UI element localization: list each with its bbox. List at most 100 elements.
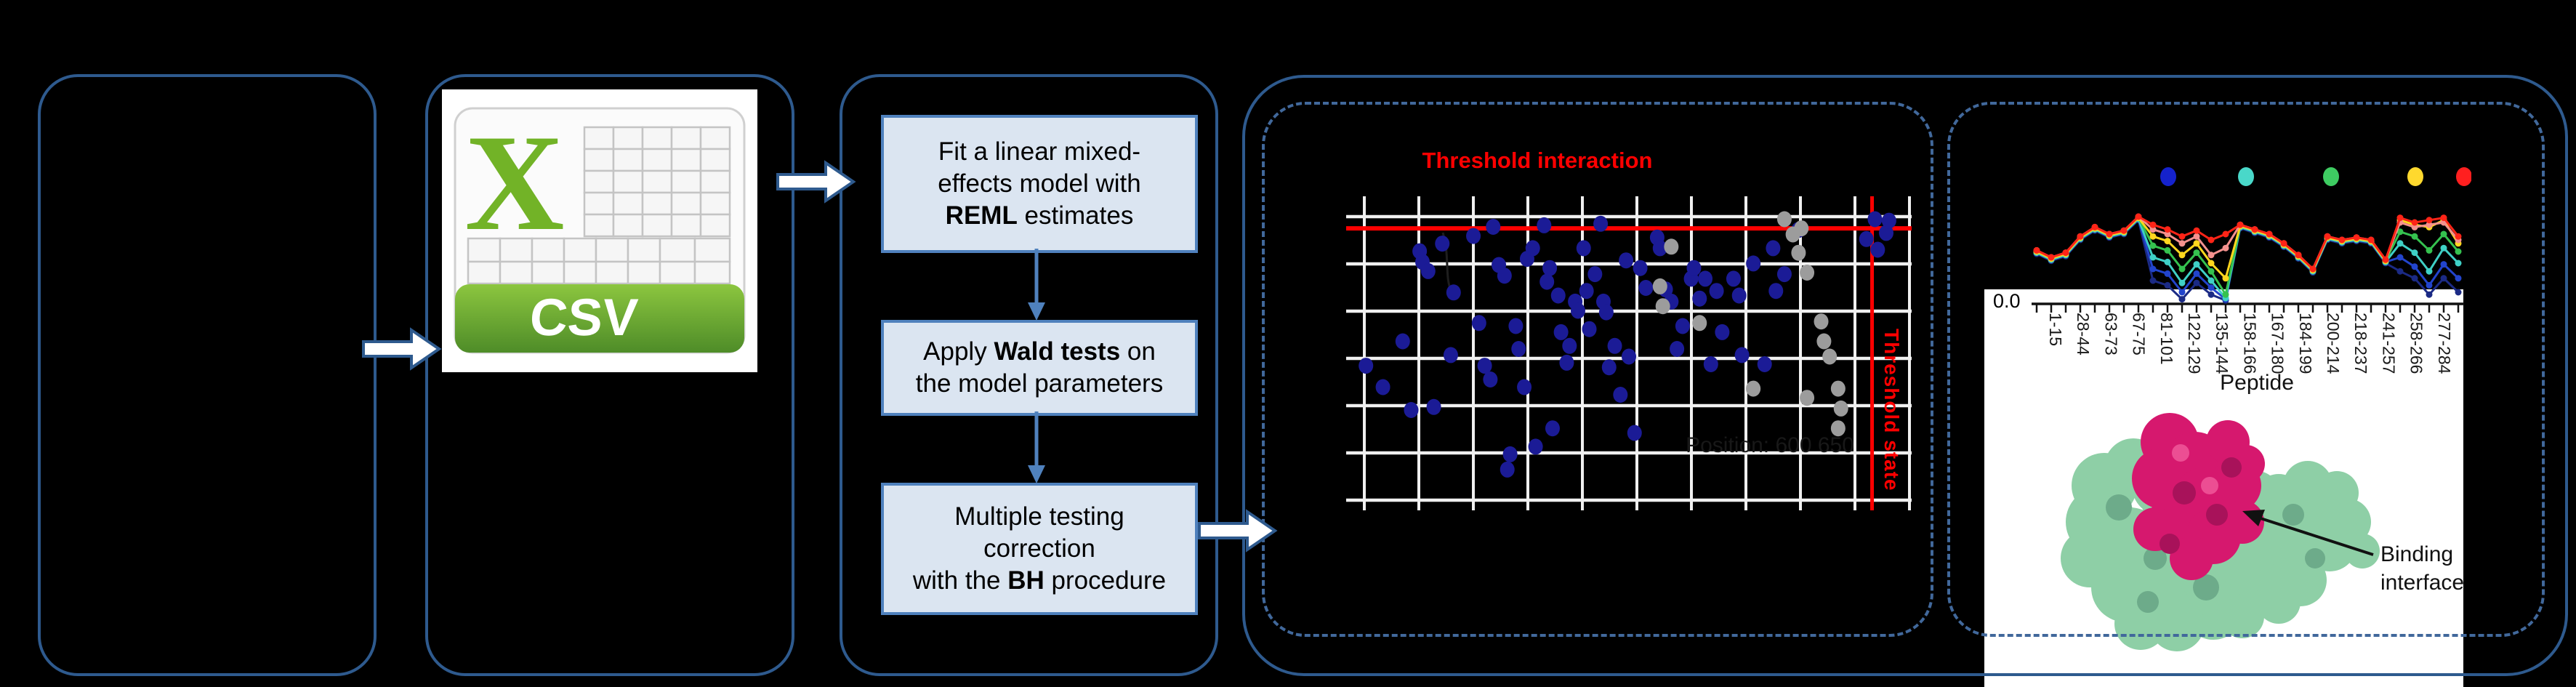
scatter-point-significant-peptides (1550, 287, 1566, 304)
step-bh-correction-box: Multiple testing correction with the BH pr… (881, 483, 1198, 615)
uptake-point-green (2149, 242, 2157, 249)
down-arrow-1 (1028, 249, 1045, 321)
scatter-point-significant-peptides (1446, 284, 1461, 301)
scatter-point-significant-peptides (1579, 283, 1594, 300)
uptake-point-red (2149, 221, 2157, 228)
scatter-point-non-significant-peptides (1800, 265, 1815, 281)
down-arrow-2 (1028, 411, 1045, 483)
uptake-point-green (2193, 249, 2200, 257)
scatter-point-significant-peptides (1537, 217, 1552, 233)
uptake-point-navy (2411, 275, 2418, 282)
peptide-tick-label: 167-180 (2268, 313, 2287, 374)
scatter-point-significant-peptides (1627, 425, 1642, 441)
uptake-point-red (2382, 256, 2389, 263)
threshold-state-label: Threshold state (1880, 329, 1903, 491)
scatter-point-significant-peptides (1870, 241, 1885, 258)
scatter-point-significant-peptides (1766, 240, 1781, 257)
scatter-point-significant-peptides (1486, 219, 1501, 235)
uptake-point-red (2193, 227, 2200, 234)
scatter-point-significant-peptides (1359, 358, 1374, 374)
scatter-point-significant-peptides (1686, 260, 1702, 276)
scatter-point-non-significant-peptides (1830, 380, 1846, 397)
scatter-point-non-significant-peptides (1800, 390, 1815, 406)
faint-position-annotation: Position: 600 650 (1686, 433, 1854, 457)
scatter-point-significant-peptides (1570, 302, 1585, 319)
scatter-point-non-significant-peptides (1664, 238, 1679, 255)
uptake-point-turquoise (2164, 258, 2171, 265)
scatter-point-significant-peptides (1420, 262, 1436, 279)
scatter-point-significant-peptides (1878, 225, 1893, 241)
scatter-point-significant-peptides (1576, 240, 1591, 257)
uptake-point-blue (2178, 289, 2186, 296)
uptake-point-blue (2426, 281, 2433, 289)
peptide-tick-label: 28-44 (2074, 313, 2093, 355)
uptake-point-turquoise (2193, 261, 2200, 268)
uptake-point-navy (2207, 291, 2215, 298)
uptake-point-green (2222, 291, 2229, 298)
scatter-panel (1262, 102, 1933, 637)
scatter-point-significant-peptides (1511, 341, 1526, 357)
uptake-point-yellow (2149, 233, 2157, 240)
scatter-point-significant-peptides (1757, 356, 1772, 372)
step-box-line: Apply Wald tests on (923, 337, 1156, 366)
uptake-panel (1947, 102, 2545, 637)
scatter-point-non-significant-peptides (1652, 278, 1667, 294)
uptake-point-yellow (2207, 260, 2215, 267)
uptake-point-blue (2440, 261, 2447, 268)
uptake-point-green (2164, 246, 2171, 254)
peptide-tick-label: 218-237 (2351, 313, 2371, 374)
uptake-point-salmon (2411, 223, 2418, 230)
scatter-point-significant-peptides (1426, 398, 1441, 415)
excel-x-glyph: X (464, 107, 564, 260)
uptake-point-yellow (2222, 275, 2229, 282)
uptake-point-green (2426, 246, 2433, 254)
scatter-point-significant-peptides (1726, 270, 1741, 287)
scatter-point-non-significant-peptides (1816, 333, 1832, 350)
legend-dot-timepoint-2 (2238, 167, 2254, 186)
scatter-point-significant-peptides (1607, 337, 1622, 354)
scatter-point-significant-peptides (1638, 280, 1654, 296)
scatter-point-significant-peptides (1881, 212, 1896, 229)
uptake-point-green (2207, 268, 2215, 275)
uptake-point-salmon (2222, 244, 2229, 252)
scatter-point-non-significant-peptides (1822, 348, 1838, 365)
uptake-point-red (2033, 246, 2040, 254)
step-box-line: correction (983, 534, 1095, 563)
scatter-point-significant-peptides (1582, 321, 1597, 337)
flow-arrow-3 (1198, 509, 1278, 553)
uptake-point-green (2178, 265, 2186, 273)
scatter-point-significant-peptides (1619, 252, 1634, 269)
uptake-point-salmon (2164, 230, 2171, 238)
peptide-tick-label: 81-101 (2157, 313, 2176, 365)
step-box-line: the model parameters (915, 369, 1164, 398)
uptake-point-salmon (2426, 221, 2433, 228)
pipeline-panel (840, 74, 1218, 676)
csv-file-icon: X CSV (442, 89, 757, 372)
scatter-point-significant-peptides (1692, 290, 1707, 307)
scatter-point-significant-peptides (1500, 461, 1515, 478)
y-axis-zero-tick: 0.0 (1993, 290, 2021, 312)
uptake-point-blue (2164, 270, 2171, 277)
scatter-point-significant-peptides (1776, 266, 1792, 283)
scatter-point-non-significant-peptides (1830, 420, 1846, 437)
legend-dot-timepoint-4 (2407, 167, 2423, 186)
uptake-line-chart (2032, 167, 2471, 313)
scatter-point-non-significant-peptides (1776, 211, 1792, 228)
scatter-point-significant-peptides (1593, 215, 1609, 232)
peptide-tick-label: 200-214 (2324, 313, 2343, 374)
step-reml-model-box: Fit a linear mixed-effects model with REM… (881, 115, 1198, 253)
step-box-line: Fit a linear mixed- (938, 137, 1141, 166)
uptake-point-red (2367, 236, 2375, 244)
scatter-point-significant-peptides (1633, 260, 1648, 276)
uptake-point-turquoise (2207, 277, 2215, 284)
uptake-point-red (2120, 227, 2128, 234)
step-box-line: with the BH procedure (912, 566, 1167, 595)
scatter-point-non-significant-peptides (1791, 244, 1806, 261)
scatter-title: Threshold interaction (1422, 148, 1653, 173)
uptake-point-red (2396, 214, 2404, 222)
uptake-point-blue (2207, 284, 2215, 292)
peptide-tick-label: 67-75 (2129, 313, 2149, 355)
uptake-point-red (2077, 233, 2084, 240)
scatter-point-significant-peptides (1525, 240, 1540, 257)
scatter-point-significant-peptides (1715, 324, 1730, 340)
